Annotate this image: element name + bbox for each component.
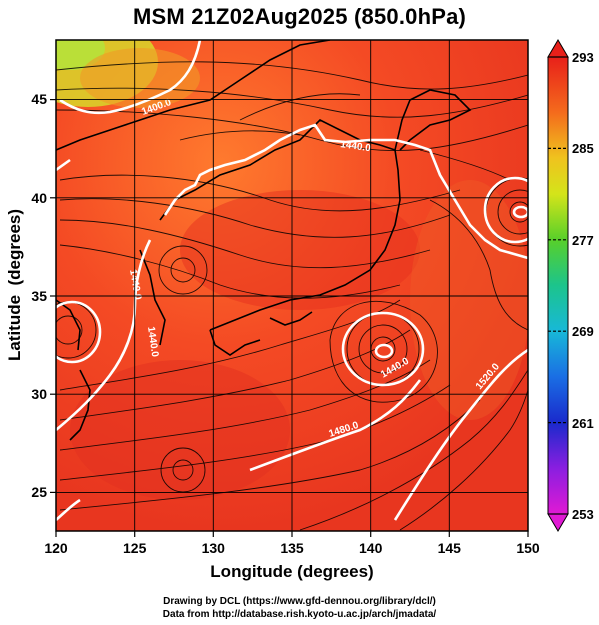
- credit-drawing: Drawing by DCL (https://www.gfd-dennou.o…: [163, 596, 436, 607]
- colorbar-tick-label: 293: [572, 50, 594, 65]
- y-tick-label: 25: [31, 484, 47, 500]
- height-contours: [56, 40, 528, 521]
- contour-label: 1440.0: [145, 326, 160, 358]
- colorbar-tick-label: 261: [572, 416, 594, 431]
- x-tick-label: 120: [44, 540, 68, 556]
- x-tick-label: 150: [516, 540, 540, 556]
- x-axis-title: Longitude (degrees): [210, 562, 373, 581]
- chart-title: MSM 21Z02Aug2025 (850.0hPa): [132, 4, 467, 29]
- y-tick-label: 35: [31, 288, 47, 304]
- colorbar: 293 285 277 269 261 253: [547, 39, 594, 532]
- x-tick-label: 130: [202, 540, 226, 556]
- land-outline: [56, 40, 472, 441]
- y-tick-label: 40: [31, 190, 47, 206]
- streamlines: [56, 61, 528, 531]
- tick-marks: [50, 98, 529, 537]
- colorbar-tick-label: 277: [572, 233, 594, 248]
- y-axis-title: Latitude (degrees): [5, 209, 24, 361]
- credit-data-source: Data from http://database.rish.kyoto-u.a…: [162, 609, 437, 620]
- colorbar-tick-label: 269: [572, 324, 594, 339]
- colorbar-bar: [547, 56, 569, 515]
- colorbar-tick-label: 285: [572, 141, 594, 156]
- y-tick-label: 45: [31, 91, 47, 107]
- colorbar-top-arrow: [547, 39, 569, 58]
- colorbar-bottom-arrow: [547, 513, 569, 532]
- contour-label: 1440.0: [127, 269, 143, 301]
- y-tick-label: 30: [31, 386, 47, 402]
- x-tick-label: 135: [280, 540, 304, 556]
- grid-lines: [56, 40, 528, 531]
- x-tick-label: 125: [123, 540, 147, 556]
- contour-label: 1440.0: [340, 139, 372, 154]
- x-tick-label: 145: [438, 540, 462, 556]
- colorbar-tick-label: 253: [572, 507, 594, 522]
- x-tick-label: 140: [359, 540, 383, 556]
